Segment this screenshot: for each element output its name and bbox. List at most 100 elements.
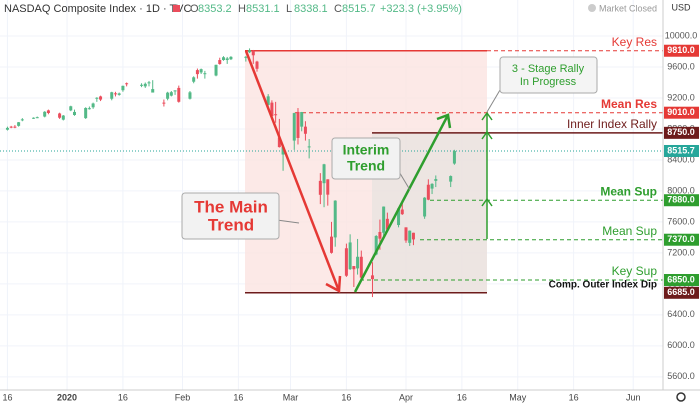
- candle-body: [203, 73, 207, 75]
- callouts: The Main Trend Interim Trend 3 - Stage R…: [181, 56, 598, 240]
- candle-body: [214, 64, 218, 76]
- main-trend-arrow: [244, 50, 341, 292]
- candle-body: [356, 256, 360, 269]
- candle-body: [199, 69, 203, 73]
- price-badge-label: 9810.0: [667, 45, 695, 55]
- candle-body: [117, 93, 121, 95]
- level-label: Mean Res: [601, 97, 657, 111]
- price-badge: [664, 274, 699, 287]
- candle-body: [46, 110, 50, 114]
- y-tick-label: 9200.0: [667, 92, 695, 102]
- candle-body: [244, 56, 248, 58]
- candle-body: [352, 266, 356, 270]
- candle-body: [221, 57, 225, 61]
- candle-body: [326, 179, 330, 195]
- settings-icon[interactable]: [676, 392, 686, 402]
- candle-body: [99, 96, 103, 100]
- candle-body: [251, 50, 255, 56]
- candle-body: [434, 179, 438, 181]
- candle-body: [404, 227, 408, 241]
- candle-body: [333, 200, 337, 238]
- candle-body: [378, 231, 382, 239]
- price-badge-label: 6850.0: [667, 274, 695, 284]
- candle-body: [169, 92, 173, 96]
- x-tick-label: Apr: [399, 392, 413, 402]
- candle-body: [147, 82, 151, 84]
- y-tick-label: 5600.0: [667, 371, 695, 381]
- callout-text: Trend: [208, 215, 254, 234]
- level-label: Mean Sup: [600, 184, 657, 198]
- header: NASDAQ Composite Index · 1D · TVC O 8353.…: [4, 2, 691, 15]
- candle-body: [303, 126, 307, 134]
- candle-body: [281, 147, 285, 155]
- candle-body: [17, 122, 21, 126]
- market-status: Market Closed: [599, 3, 657, 13]
- price-badge: [664, 144, 699, 157]
- candle-body: [192, 77, 196, 82]
- candle-body: [58, 113, 62, 118]
- change: +323.3 (+3.95%): [380, 3, 462, 15]
- candle-body: [69, 106, 73, 111]
- x-tick-label: Feb: [175, 392, 191, 402]
- settings-button[interactable]: [676, 392, 686, 402]
- arrow-head: [325, 275, 342, 294]
- y-tick-label: 6000.0: [667, 340, 695, 350]
- ohlc-legend: O 8353.2 H 8531.1 L 8338.1 C 8515.7 +323.3 (+3.9…: [190, 3, 462, 15]
- candle-body: [162, 102, 166, 104]
- ohlc-key: O: [190, 3, 199, 15]
- callout-text: Trend: [347, 158, 385, 174]
- price-badge: [664, 44, 699, 57]
- level-label: Comp. Outer Index Dip: [549, 279, 657, 290]
- callout-box: [181, 192, 280, 240]
- level-label: Key Res: [612, 35, 657, 49]
- price-badge: [664, 286, 699, 299]
- candle-body: [143, 83, 147, 87]
- candles: [5, 48, 456, 298]
- candle-body: [411, 232, 415, 240]
- symbol-title: NASDAQ Composite Index · 1D · TVC: [4, 3, 192, 15]
- level-label: Key Sup: [612, 264, 658, 278]
- candle-body: [449, 176, 453, 182]
- candle-body: [35, 117, 39, 119]
- price-badge-label: 7880.0: [667, 195, 695, 205]
- candle-body: [385, 218, 389, 230]
- level-label: Mean Sup: [602, 224, 657, 238]
- candle-body: [5, 127, 9, 130]
- candle-body: [318, 180, 322, 195]
- candle-body: [382, 206, 386, 233]
- candle-body: [113, 93, 117, 95]
- candle-body: [13, 126, 17, 128]
- candle-body: [274, 114, 278, 116]
- interim-trend-arrow: [353, 114, 450, 293]
- price-badge-label: 8515.7: [667, 145, 695, 155]
- callout-text: Interim: [343, 142, 390, 158]
- levels: Key Res Mean Res Inner Index Rally Mean Sup…: [0, 35, 663, 294]
- candle-body: [110, 92, 114, 99]
- candle-body: [166, 92, 170, 99]
- candle-body: [225, 58, 229, 61]
- arrow-head: [436, 113, 452, 129]
- x-tick-label: May: [509, 392, 527, 402]
- x-tick-label: 16: [569, 392, 579, 402]
- price-badge-label: 9010.0: [667, 107, 695, 117]
- callout-box: [331, 137, 401, 180]
- price-badge: [664, 106, 699, 119]
- candle-body: [307, 146, 311, 148]
- x-tick-label: Mar: [283, 392, 299, 402]
- flag-icon: [173, 5, 180, 12]
- candle-body: [20, 119, 24, 121]
- candle-body: [374, 236, 378, 255]
- candle-body: [397, 208, 401, 226]
- candle-body: [344, 248, 348, 276]
- candle-body: [140, 84, 144, 86]
- candle-body: [359, 256, 363, 278]
- candle-body: [177, 87, 181, 102]
- level-label: Inner Index Rally: [567, 117, 657, 131]
- candle-body: [255, 61, 259, 69]
- x-tick-label: 16: [233, 392, 243, 402]
- candle-body: [426, 184, 430, 200]
- price-badge-label: 8750.0: [667, 127, 695, 137]
- price-badge: [664, 194, 699, 207]
